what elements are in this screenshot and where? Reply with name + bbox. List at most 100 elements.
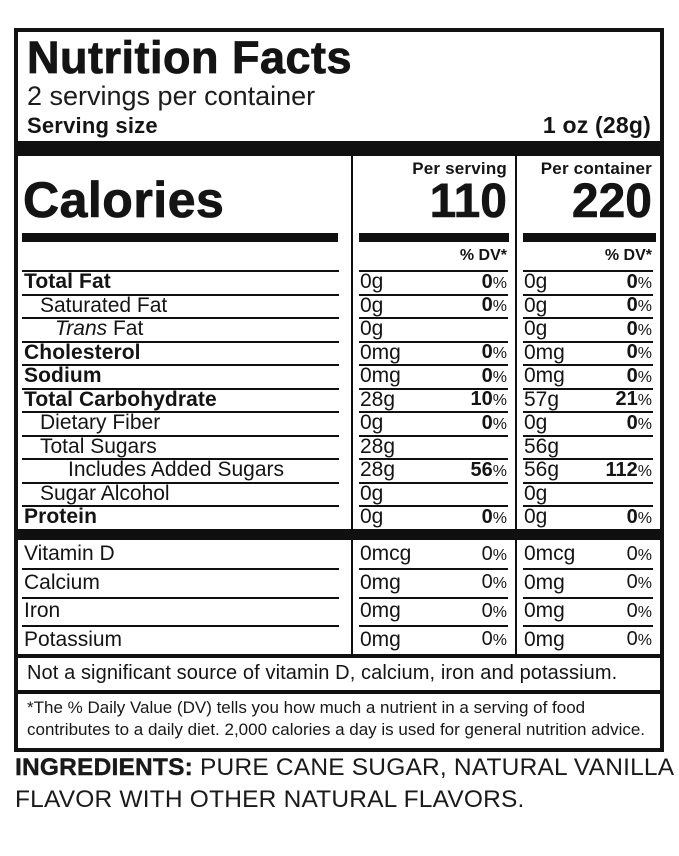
vitamin-row: Vitamin D 0mcg 0% 0mcg 0% bbox=[18, 539, 660, 569]
dv-header-row: % DV* % DV* bbox=[18, 242, 660, 271]
amount-value: 0g bbox=[360, 411, 384, 435]
daily-value: 0% bbox=[481, 542, 507, 565]
amount-value: 0g bbox=[524, 481, 548, 505]
daily-value: 0% bbox=[626, 341, 652, 364]
daily-value: 0% bbox=[481, 270, 507, 293]
dv-header-container-cell: % DV* bbox=[515, 242, 660, 271]
nutrient-name: Sugar Alcohol bbox=[40, 481, 170, 505]
per-serving-cell: 0g bbox=[351, 481, 515, 506]
per-serving-cell: 0g 0% bbox=[351, 270, 515, 294]
nutrient-row: Trans Fat 0g 0g 0% bbox=[18, 317, 660, 341]
nutrient-name-cell: Calcium bbox=[18, 568, 351, 597]
amount-value: 56g bbox=[524, 458, 560, 482]
per-serving-cell: 0mg 0% bbox=[351, 340, 515, 365]
amount-value: 0g bbox=[360, 505, 384, 529]
calories-per-container-cell: Per container 220 bbox=[515, 156, 660, 233]
thick-bar-protein bbox=[18, 528, 660, 540]
daily-value: 0% bbox=[481, 294, 507, 317]
per-container-cell: 0g 0% bbox=[515, 270, 660, 294]
nutrient-name-cell: Dietary Fiber bbox=[18, 411, 351, 435]
nutrient-row: Protein 0g 0% 0g 0% bbox=[18, 505, 660, 529]
amount-value: 0mg bbox=[360, 340, 401, 364]
nutrient-name: Saturated Fat bbox=[40, 293, 168, 317]
daily-value: 56% bbox=[470, 458, 507, 481]
serving-size-label: Serving size bbox=[27, 113, 158, 139]
calories-section: Calories Per serving 110 Per container 2… bbox=[18, 156, 660, 233]
per-serving-cell: 0mcg 0% bbox=[351, 539, 515, 569]
nutrient-name-cell: Protein bbox=[18, 505, 351, 529]
per-serving-cell: 28g 10% bbox=[351, 387, 515, 412]
nutrient-name: Includes Added Sugars bbox=[68, 458, 284, 482]
divider-above-note bbox=[18, 653, 660, 658]
nutrient-name: Sodium bbox=[24, 364, 102, 388]
servings-per-container: 2 servings per container bbox=[27, 81, 316, 111]
amount-value: 0g bbox=[524, 293, 548, 317]
amount-value: 28g bbox=[360, 458, 396, 482]
calories-per-container-value: 220 bbox=[571, 175, 653, 229]
nutrient-name: Trans Fat bbox=[55, 317, 144, 341]
calories-underline-cell bbox=[18, 232, 351, 242]
ingredients-statement: INGREDIENTS: PURE CANE SUGAR, NATURAL VA… bbox=[15, 752, 679, 816]
nutrition-facts-label: Nutrition Facts 2 servings per container… bbox=[14, 28, 664, 752]
amount-value: 0mg bbox=[524, 340, 565, 364]
daily-value: 0% bbox=[626, 571, 652, 594]
dv-header-serving-cell: % DV* bbox=[351, 242, 515, 271]
per-serving-cell: 28g 56% bbox=[351, 458, 515, 482]
per-container-header: Per container bbox=[540, 159, 652, 179]
amount-value: 28g bbox=[360, 434, 396, 458]
label-title: Nutrition Facts bbox=[27, 32, 353, 83]
daily-value: 0% bbox=[626, 270, 652, 293]
serving-underline bbox=[359, 232, 509, 242]
daily-value: 0% bbox=[481, 599, 507, 622]
daily-value: 0% bbox=[626, 628, 652, 651]
amount-value: 0mg bbox=[524, 364, 565, 388]
dv-header-container: % DV* bbox=[604, 247, 652, 265]
amount-value: 0mg bbox=[360, 599, 401, 623]
per-container-cell: 0mcg 0% bbox=[515, 539, 660, 569]
container-underline bbox=[523, 232, 656, 242]
ingredients-label: INGREDIENTS: bbox=[15, 754, 193, 781]
nutrient-name: Calcium bbox=[24, 570, 100, 594]
amount-value: 0g bbox=[360, 317, 384, 341]
nutrient-name: Potassium bbox=[24, 627, 123, 651]
daily-value: 0% bbox=[626, 294, 652, 317]
calories-underline bbox=[22, 232, 338, 242]
amount-value: 56g bbox=[524, 434, 560, 458]
amount-value: 0g bbox=[524, 317, 548, 341]
calories-per-serving-value: 110 bbox=[429, 175, 507, 229]
nutrient-row: Total Carbohydrate 28g 10% 57g 21% bbox=[18, 387, 660, 412]
nutrient-row: Cholesterol 0mg 0% 0mg 0% bbox=[18, 340, 660, 365]
amount-value: 0g bbox=[360, 270, 384, 294]
nutrient-rows: Total Fat 0g 0% 0g 0% Saturated Fat 0g 0% 0g 0% Tr… bbox=[18, 270, 660, 529]
daily-value: 0% bbox=[626, 599, 652, 622]
amount-value: 0mg bbox=[360, 627, 401, 651]
amount-value: 0g bbox=[524, 411, 548, 435]
amount-value: 0mg bbox=[524, 627, 565, 651]
nutrient-name-cell: Vitamin D bbox=[18, 540, 351, 569]
nutrient-name-cell: Total Carbohydrate bbox=[18, 387, 351, 412]
dv-footnote-line2: contributes to a daily diet. 2,000 calor… bbox=[27, 719, 646, 739]
per-container-cell: 0mg 0% bbox=[515, 596, 660, 626]
amount-value: 57g bbox=[524, 387, 560, 411]
per-container-cell: 0g 0% bbox=[515, 293, 660, 318]
daily-value: 0% bbox=[481, 505, 507, 528]
per-serving-cell: 0g 0% bbox=[351, 293, 515, 318]
nutrient-row: Includes Added Sugars 28g 56% 56g 112% bbox=[18, 458, 660, 482]
daily-value: 0% bbox=[481, 571, 507, 594]
daily-value: 0% bbox=[481, 411, 507, 434]
ingredients-text: PURE CANE SUGAR, NATURAL VANILLA FLAVOR … bbox=[15, 754, 673, 813]
nutrient-row: Sugar Alcohol 0g 0g bbox=[18, 481, 660, 506]
per-serving-header: Per serving bbox=[412, 159, 507, 179]
vitamin-row: Calcium 0mg 0% 0mg 0% bbox=[18, 568, 660, 597]
not-significant-note: Not a significant source of vitamin D, c… bbox=[27, 661, 618, 684]
serving-size-row: Serving size 1 oz (28g) bbox=[27, 112, 651, 139]
per-container-cell: 56g bbox=[515, 434, 660, 459]
daily-value: 0% bbox=[481, 628, 507, 651]
nutrient-name-cell: Cholesterol bbox=[18, 340, 351, 365]
per-serving-cell: 0mg 0% bbox=[351, 364, 515, 388]
daily-value: 10% bbox=[470, 388, 507, 411]
daily-value: 0% bbox=[626, 364, 652, 387]
per-serving-cell: 0mg 0% bbox=[351, 568, 515, 597]
nutrient-name: Total Fat bbox=[24, 270, 111, 294]
